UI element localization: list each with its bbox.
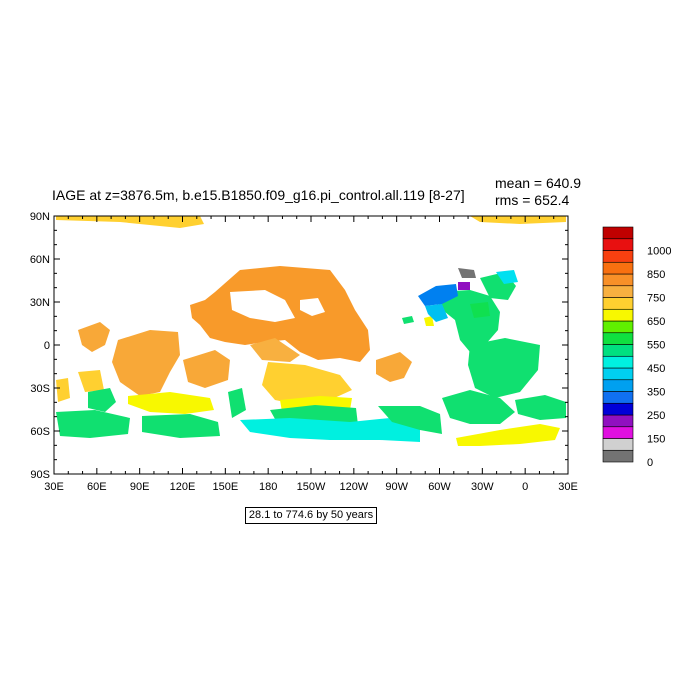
colorbar-swatch [602,367,634,381]
colorbar-label: 1000 [647,246,671,258]
mean-label: mean = 640.9 [495,175,582,191]
lon-tick-label: 30E [558,481,578,493]
region-labrador-sea [402,316,414,324]
region-labrador-sea [418,284,458,306]
colorbar-swatch [602,391,634,404]
colorbar-swatch [602,250,634,263]
lon-tick-label: 90W [385,481,408,493]
plot-title: IAGE at z=3876.5m, b.e15.B1850.f09_g16.p… [52,187,465,203]
colorbar: 0 150 250 350 450 550 650 750 850 1000 [602,226,671,469]
region-north-pacific [300,298,325,316]
lat-tick-label: 30S [30,383,50,395]
colorbar-label: 550 [647,340,665,352]
colorbar-swatch [602,379,634,392]
region-arctic-strip [470,216,566,224]
rms-label: rms = 652.4 [495,192,570,208]
region-indian-ocean [56,378,70,402]
colorbar-swatch [602,402,634,416]
region-arctic-strip [56,216,204,228]
lon-tick-label: 120E [170,481,196,493]
region-south-pacific [262,362,352,405]
colorbar-label: 650 [647,316,665,328]
region-southern-ocean [88,388,116,412]
lon-tick-label: 90E [130,481,150,493]
lat-tick-label: 60N [30,254,50,266]
colorbar-swatch [602,320,634,334]
lon-tick-label: 150W [297,481,326,493]
colorbar-label: 250 [647,410,665,422]
lat-tick-label: 0 [44,340,50,352]
region-southern-ocean [56,410,130,438]
region-southern-ocean [240,418,420,442]
region-labrador-sea [425,304,448,322]
region-north-pacific [230,290,295,322]
region-indian-ocean [112,330,180,396]
region-north-atlantic [470,302,490,318]
region-southern-ocean [515,395,566,420]
region-labrador-sea [458,268,476,278]
colorbar-swatch [602,285,634,298]
colorbar-swatch [602,273,634,287]
colorbar-swatch [602,344,634,357]
region-southern-ocean [378,406,442,434]
region-north-atlantic [424,316,434,326]
lon-tick-label: 60W [428,481,451,493]
colorbar-swatch [602,261,634,275]
lon-tick-label: 120W [339,481,368,493]
lon-tick-label: 0 [522,481,528,493]
colorbar-swatch [602,226,634,240]
lat-tick-label: 30N [30,297,50,309]
region-southern-ocean [228,388,246,418]
lon-tick-label: 180 [259,481,277,493]
lon-tick-label: 150E [212,481,238,493]
region-north-atlantic [496,270,518,284]
colorbar-label: 850 [647,269,665,281]
region-north-pacific [250,338,300,362]
colorbar-swatch [602,438,634,451]
lon-tick-label: 60E [87,481,107,493]
colorbar-swatch [602,297,634,310]
colorbar-label: 0 [647,457,653,469]
colorbar-swatch [602,426,634,439]
lat-tick-label: 90N [30,211,50,223]
lon-tick-label: 30W [471,481,494,493]
colorbar-swatch [602,449,634,463]
colorbar-label: 450 [647,363,665,375]
region-south-atlantic [456,424,560,446]
colorbar-swatch [602,308,634,322]
lon-axis: 30E 60E 90E 120E 150E 180 150W 120W 90W 60W 30W 0 30… [44,216,578,493]
region-southern-ocean [442,390,515,424]
lat-axis: 90N 60N 30N 0 30S 60S 90S [30,211,568,481]
region-north-atlantic [468,338,540,398]
colorbar-swatch [602,332,634,345]
lat-tick-label: 90S [30,469,50,481]
lat-tick-label: 60S [30,426,50,438]
contour-range-label: 28.1 to 774.6 by 50 years [245,507,377,524]
colorbar-swatch [602,414,634,428]
lon-tick-label: 30E [44,481,64,493]
colorbar-label: 150 [647,434,665,446]
colorbar-label: 750 [647,293,665,305]
colorbar-swatch [602,238,634,251]
region-indian-ocean [78,370,104,392]
region-southern-ocean [142,414,220,438]
region-south-pacific [376,352,412,382]
colorbar-swatch [602,355,634,369]
ocean-field [56,216,566,446]
region-indian-ocean [183,350,230,388]
colorbar-label: 350 [647,387,665,399]
region-labrador-sea [458,282,470,290]
region-indian-ocean [78,322,110,352]
region-south-pacific [128,392,214,414]
